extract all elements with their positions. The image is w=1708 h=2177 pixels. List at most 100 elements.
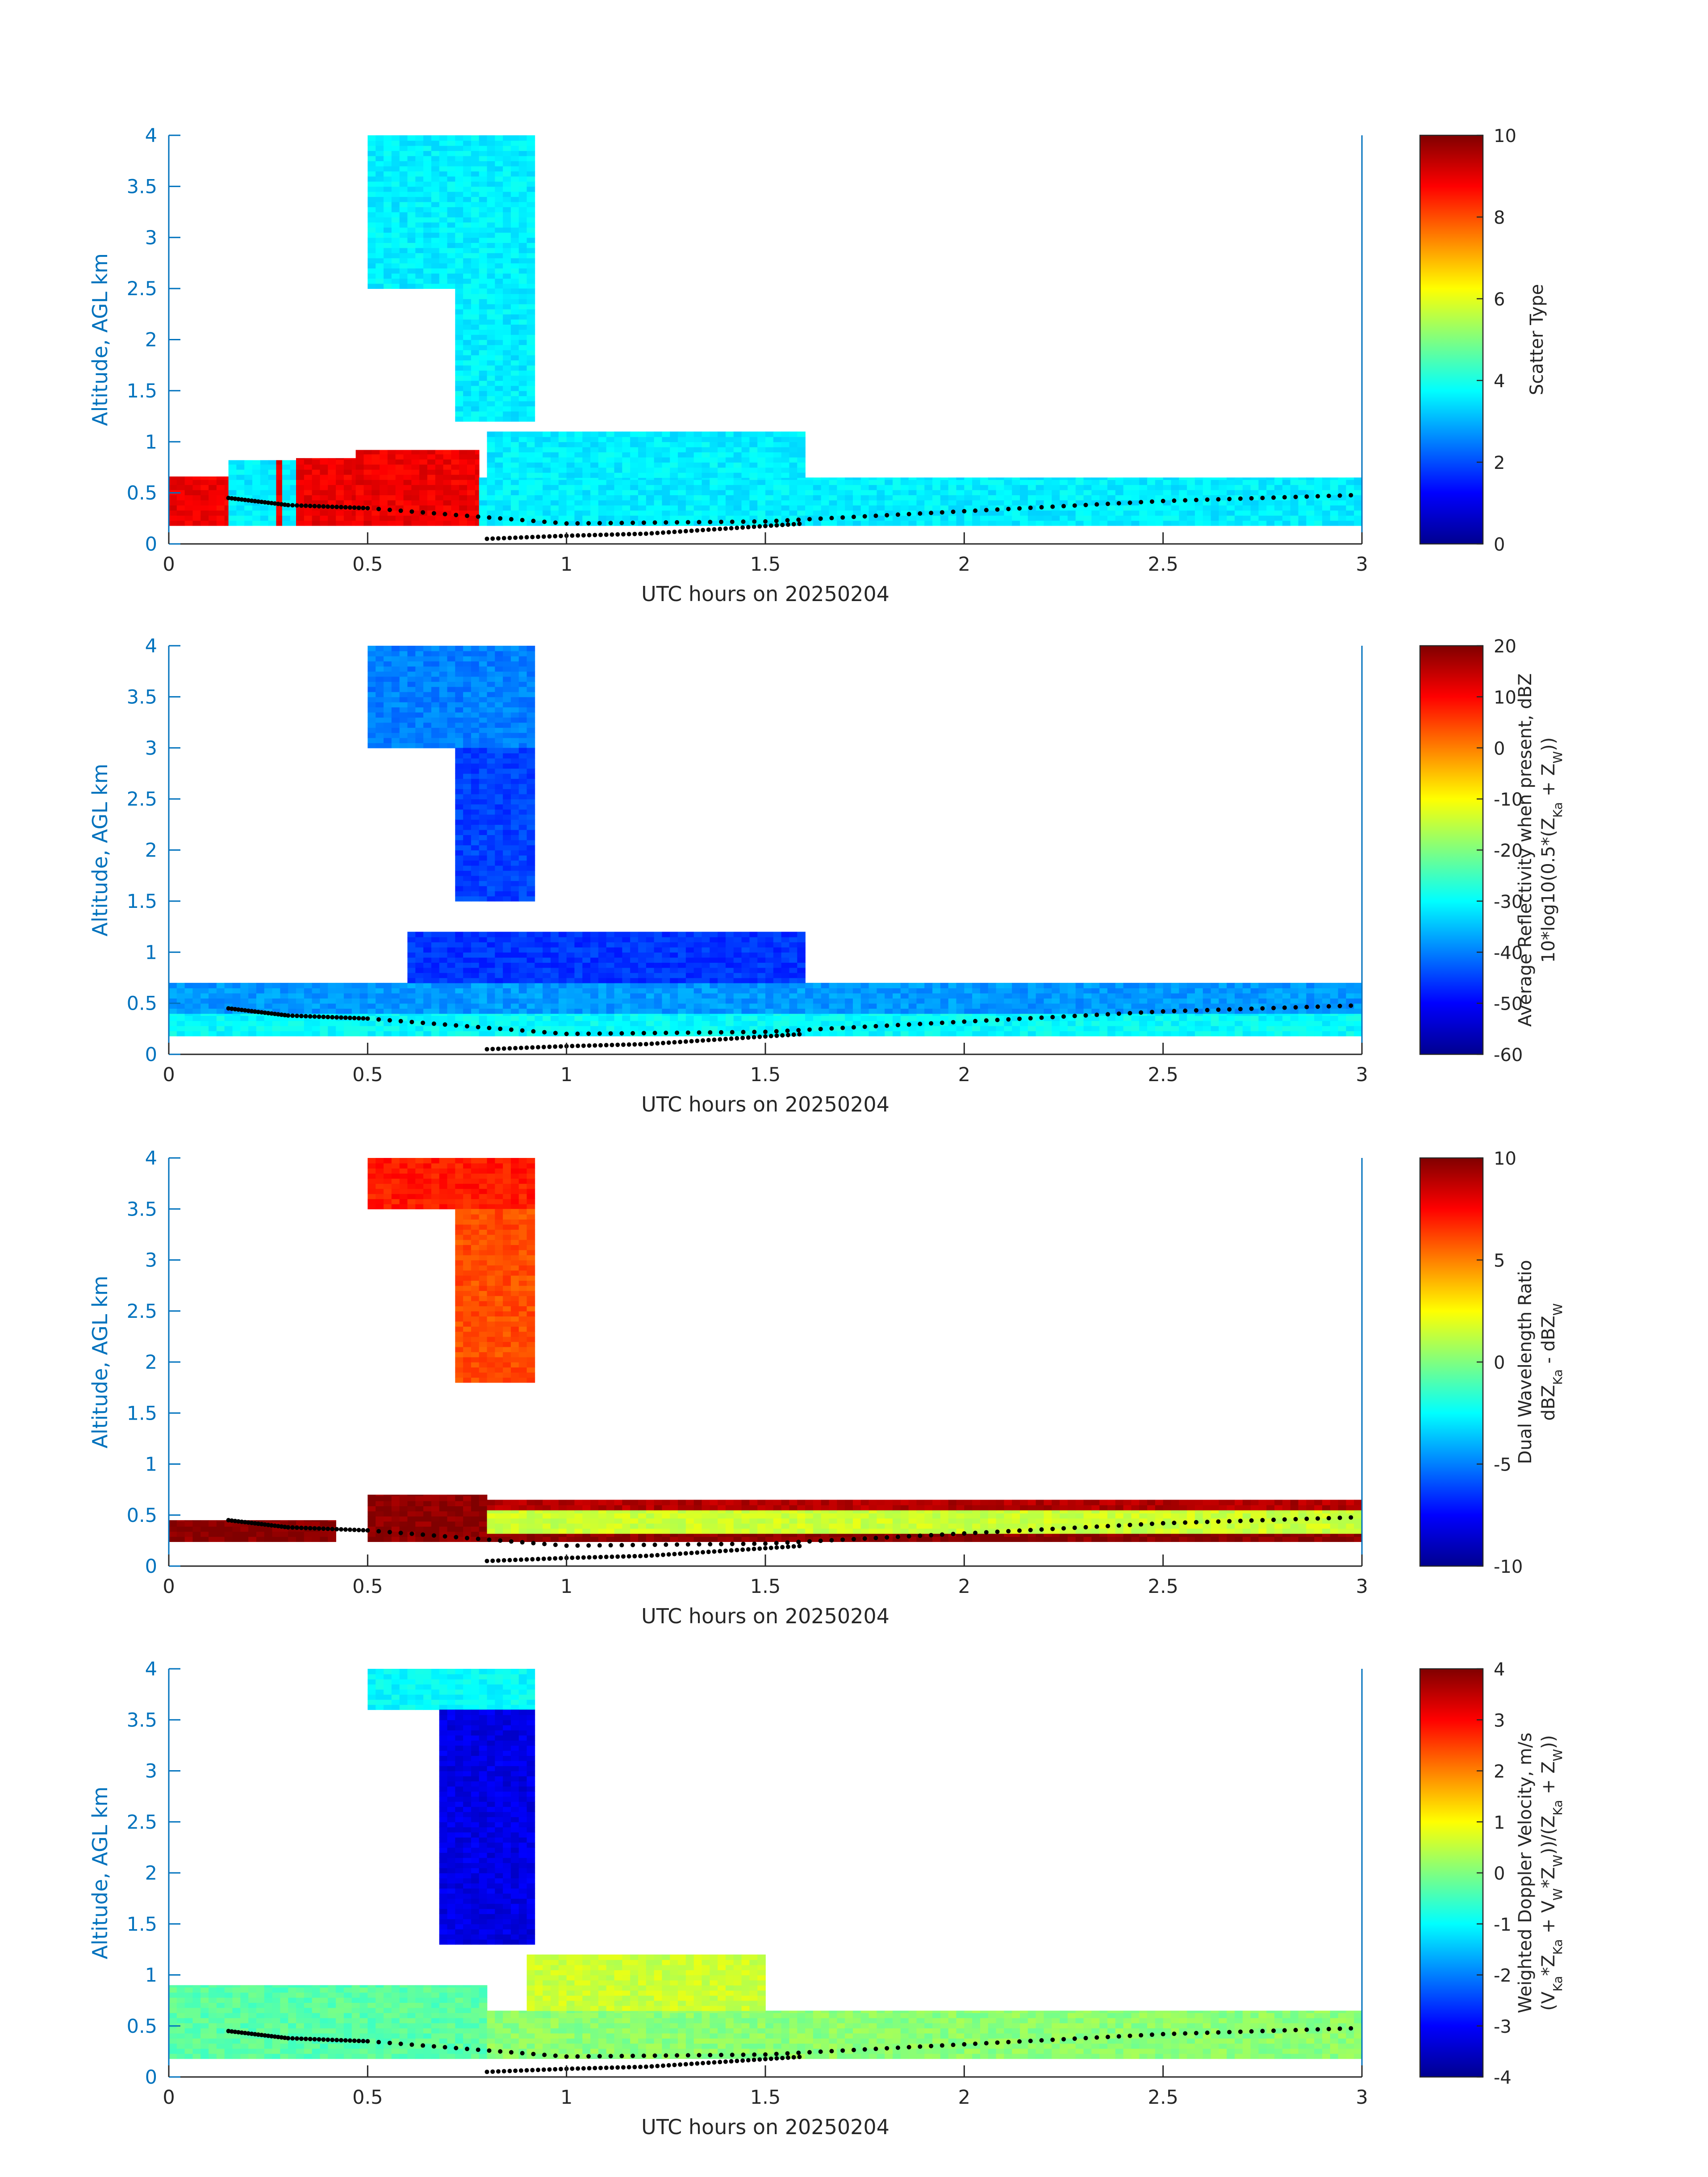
heatmap-cell (1004, 998, 1013, 1004)
heatmap-cell (1099, 1008, 1108, 1014)
heatmap-cell (487, 191, 496, 197)
heatmap-cell (964, 998, 973, 1004)
heatmap-cell (351, 495, 356, 501)
heatmap-cell (1131, 1003, 1140, 1009)
heatmap-cell (276, 469, 283, 475)
heatmap-cell (487, 258, 496, 263)
heatmap-cell (503, 196, 511, 202)
heatmap-cell (1075, 495, 1084, 501)
heatmap-cell (471, 253, 480, 259)
heatmap-cell (503, 247, 511, 253)
heatmap-cell (566, 485, 575, 490)
heatmap-cell (526, 329, 535, 335)
heatmap-cell (1266, 520, 1275, 526)
heatmap-cell (1211, 479, 1219, 485)
heatmap-cell (1107, 515, 1116, 521)
heatmap-cell (455, 385, 464, 391)
heatmap-cell (376, 993, 384, 999)
heatmap-cell (471, 998, 480, 1004)
heatmap-cell (232, 1031, 241, 1036)
heatmap-cell (638, 1013, 647, 1016)
heatmap-cell (582, 988, 591, 994)
heatmap-cell (940, 485, 949, 490)
heatmap-cell (702, 510, 710, 516)
heatmap-cell (1298, 1025, 1307, 1032)
heatmap-cell (423, 1008, 432, 1014)
heatmap-cell (451, 500, 459, 506)
heatmap-cell (543, 1025, 551, 1032)
heatmap-cell (276, 460, 283, 465)
heatmap-cell (510, 191, 519, 197)
heatmap-cell (1179, 988, 1187, 994)
heatmap-cell (526, 390, 535, 397)
heatmap-cell (439, 191, 448, 197)
heatmap-cell (407, 176, 416, 182)
heatmap-cell (431, 1015, 440, 1021)
heatmap-cell (908, 485, 917, 490)
heatmap-cell (526, 350, 535, 355)
heatmap-cell (439, 988, 448, 994)
colorbar-tick-label: 6 (1494, 289, 1505, 310)
heatmap-cell (1314, 520, 1323, 526)
heatmap-cell (463, 171, 472, 177)
heatmap-cell (765, 993, 774, 999)
heatmap-cell (1242, 982, 1251, 989)
heatmap-cell (518, 932, 527, 937)
heatmap-cell (702, 500, 710, 506)
heatmap-cell (399, 268, 408, 274)
heatmap-cell (797, 479, 806, 485)
heatmap-cell (693, 489, 702, 495)
heatmap-cell (1250, 520, 1259, 526)
heatmap-cell (455, 1015, 464, 1021)
heatmap-cell (471, 982, 480, 989)
heatmap-cell (376, 1003, 384, 1009)
heatmap-cell (526, 477, 535, 480)
heatmap-cell (964, 1031, 973, 1036)
heatmap-cell (248, 1003, 257, 1009)
bl-dot (940, 510, 944, 515)
heatmap-cell (479, 365, 488, 371)
heatmap-cell (924, 1025, 933, 1032)
heatmap-cell (1012, 510, 1020, 516)
heatmap-cell (885, 998, 893, 1004)
heatmap-cell (1139, 477, 1148, 480)
heatmap-cell (471, 176, 480, 182)
bl-dot (1337, 493, 1342, 498)
surface-dot (501, 536, 506, 541)
heatmap-cell (797, 485, 806, 490)
heatmap-cell (455, 1031, 464, 1036)
heatmap-cell (710, 462, 718, 468)
heatmap-cell (1107, 1015, 1116, 1021)
heatmap-cell (1194, 1003, 1203, 1009)
heatmap-cell (1306, 477, 1315, 480)
heatmap-cell (1020, 500, 1028, 506)
heatmap-cell (463, 375, 472, 381)
heatmap-cell (598, 447, 607, 452)
heatmap-cell (415, 196, 424, 202)
heatmap-cell (510, 942, 519, 948)
heatmap-cell (535, 932, 543, 937)
heatmap-cell (702, 515, 710, 521)
heatmap-cell (582, 467, 591, 473)
heatmap-cell (1020, 1013, 1028, 1016)
heatmap-cell (558, 957, 567, 963)
heatmap-cell (741, 982, 750, 989)
heatmap-cell (495, 1031, 503, 1036)
heatmap-cell (510, 258, 519, 263)
heatmap-cell (741, 500, 750, 506)
heatmap-cell (510, 344, 519, 351)
heatmap-cell (797, 467, 806, 473)
heatmap-cell (702, 1020, 710, 1026)
heatmap-cell (789, 1008, 798, 1014)
heatmap-cell (479, 390, 488, 397)
heatmap-cell (781, 477, 790, 480)
heatmap-cell (940, 505, 949, 511)
heatmap-cell (399, 1008, 408, 1014)
heatmap-cell (503, 957, 511, 963)
heatmap-cell (495, 166, 503, 171)
heatmap-cell (495, 222, 503, 228)
heatmap-cell (1290, 510, 1299, 516)
heatmap-cell (551, 1013, 559, 1016)
heatmap-cell (1107, 1003, 1116, 1009)
